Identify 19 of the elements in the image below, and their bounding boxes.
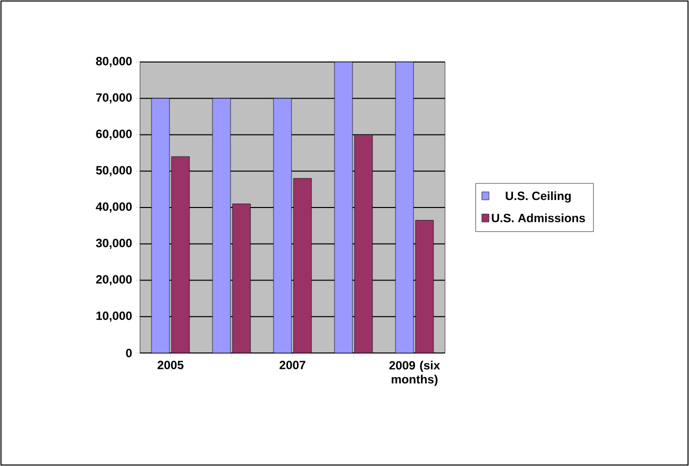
y-tick-label: 70,000: [96, 93, 132, 104]
x-tick-label: 2005: [158, 360, 184, 370]
y-tick-label: 40,000: [96, 202, 132, 213]
legend-label: U.S. Admissions: [492, 213, 585, 222]
y-tick-label: 60,000: [96, 130, 132, 140]
x-tick-label: 2009 (six months): [389, 360, 440, 386]
y-tick-label: 20,000: [96, 275, 132, 286]
y-tick-label: 30,000: [96, 238, 132, 249]
y-tick-label: 50,000: [96, 166, 132, 176]
legend-label: U.S. Ceiling: [506, 191, 571, 203]
y-tick-label: 0: [126, 348, 132, 358]
y-tick-label: 10,000: [96, 312, 132, 322]
bar: [354, 134, 373, 353]
y-tick-label: 80,000: [96, 56, 132, 68]
x-tick-label: 2007: [280, 360, 306, 370]
bar: [232, 204, 251, 353]
bar: [171, 156, 190, 353]
bar: [415, 220, 434, 353]
bar: [293, 178, 312, 353]
